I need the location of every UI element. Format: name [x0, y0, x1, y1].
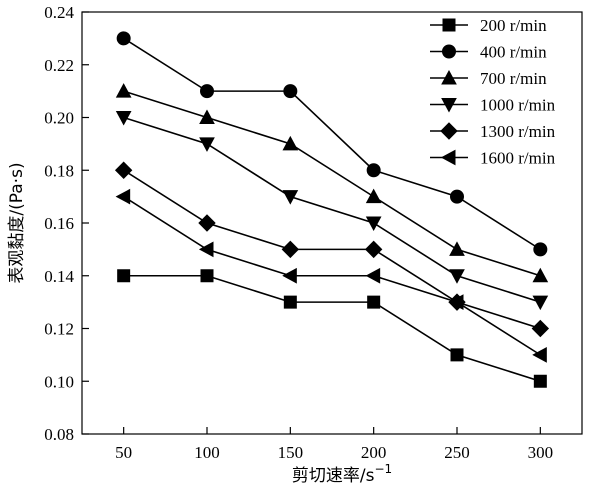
x-axis-title-superscript: −1	[374, 462, 392, 476]
series-group	[115, 188, 547, 363]
data-point	[532, 295, 549, 311]
series-line	[123, 274, 541, 383]
y-tick-label: 0.20	[44, 109, 74, 128]
legend-entry: 700 r/min	[430, 69, 547, 88]
data-point	[367, 295, 381, 309]
data-point	[200, 84, 214, 99]
legend-marker	[441, 98, 457, 113]
x-tick-label: 250	[444, 443, 470, 462]
data-point	[282, 135, 299, 151]
data-point	[198, 214, 216, 232]
data-point	[448, 294, 464, 310]
data-point	[198, 241, 214, 258]
legend-label: 400 r/min	[480, 43, 547, 62]
data-point	[114, 161, 133, 179]
legend-label: 1600 r/min	[480, 149, 556, 168]
data-point	[533, 242, 548, 257]
data-point	[366, 163, 381, 178]
data-point	[364, 240, 383, 259]
series-line	[123, 116, 541, 303]
data-point	[199, 109, 215, 124]
x-tick-label: 150	[278, 443, 304, 462]
data-point	[532, 347, 547, 363]
legend-label: 1300 r/min	[480, 122, 556, 141]
data-point	[282, 267, 297, 284]
series-group	[116, 31, 548, 257]
y-tick-label: 0.08	[44, 425, 74, 444]
series-group	[115, 83, 549, 283]
data-point	[449, 269, 465, 284]
data-point	[115, 83, 132, 98]
legend-label: 200 r/min	[480, 16, 547, 35]
data-point	[450, 348, 464, 362]
data-point	[117, 269, 131, 283]
data-point	[283, 84, 298, 99]
series-group	[114, 161, 550, 338]
y-tick-label: 0.24	[44, 3, 74, 22]
legend-entry: 200 r/min	[430, 16, 547, 35]
legend-entry: 1300 r/min	[430, 122, 556, 141]
data-point	[532, 267, 549, 283]
x-axis: 50 100 150 200 250 300	[115, 427, 553, 462]
data-point	[533, 374, 547, 388]
data-point	[199, 137, 215, 152]
y-tick-label: 0.18	[44, 161, 74, 180]
y-tick-label: 0.12	[44, 320, 74, 339]
series-layer	[114, 31, 550, 388]
y-tick-label: 0.10	[44, 372, 74, 391]
data-point	[449, 241, 465, 256]
series-line	[123, 90, 541, 277]
legend-label: 1000 r/min	[480, 96, 556, 115]
data-point	[282, 190, 299, 205]
x-tick-label: 50	[115, 443, 132, 462]
legend-entry: 1600 r/min	[430, 149, 556, 168]
legend-marker	[442, 18, 456, 32]
data-point	[115, 111, 132, 126]
series-group	[115, 111, 549, 311]
legend-marker	[440, 149, 456, 166]
y-axis-title: 表观黏度/(Pa·s)	[7, 162, 27, 283]
series-line	[123, 169, 541, 330]
x-tick-label: 300	[528, 443, 554, 462]
data-point	[365, 216, 382, 232]
x-tick-label: 100	[194, 443, 220, 462]
y-tick-label: 0.14	[44, 267, 74, 286]
series-group	[117, 269, 547, 388]
series-line	[123, 195, 541, 356]
legend-marker	[441, 69, 457, 85]
data-point	[365, 267, 381, 284]
data-point	[450, 189, 464, 204]
x-axis-title-main: 剪切速率/s	[292, 466, 375, 486]
legend-entry: 400 r/min	[430, 43, 547, 62]
y-tick-label: 0.22	[44, 56, 74, 75]
data-point	[283, 295, 297, 309]
legend-label: 700 r/min	[480, 69, 547, 88]
legend-marker	[440, 122, 458, 140]
data-point	[200, 269, 214, 283]
data-point	[116, 31, 131, 46]
x-tick-label: 200	[361, 443, 387, 462]
data-point	[365, 188, 382, 204]
data-point	[115, 188, 131, 205]
y-tick-label: 0.16	[44, 214, 74, 233]
data-point	[281, 240, 300, 259]
data-point	[531, 319, 550, 338]
legend: 200 r/min 400 r/min 700 r/min 1000 r/min 130…	[430, 16, 556, 168]
legend-marker	[442, 44, 456, 59]
series-line	[123, 37, 541, 251]
x-axis-title: 剪切速率/s−1	[292, 462, 392, 486]
y-axis: 0.08 0.10 0.12 0.14 0.16 0.18 0.20 0.22 0.24	[44, 3, 89, 444]
legend-entry: 1000 r/min	[430, 96, 556, 115]
